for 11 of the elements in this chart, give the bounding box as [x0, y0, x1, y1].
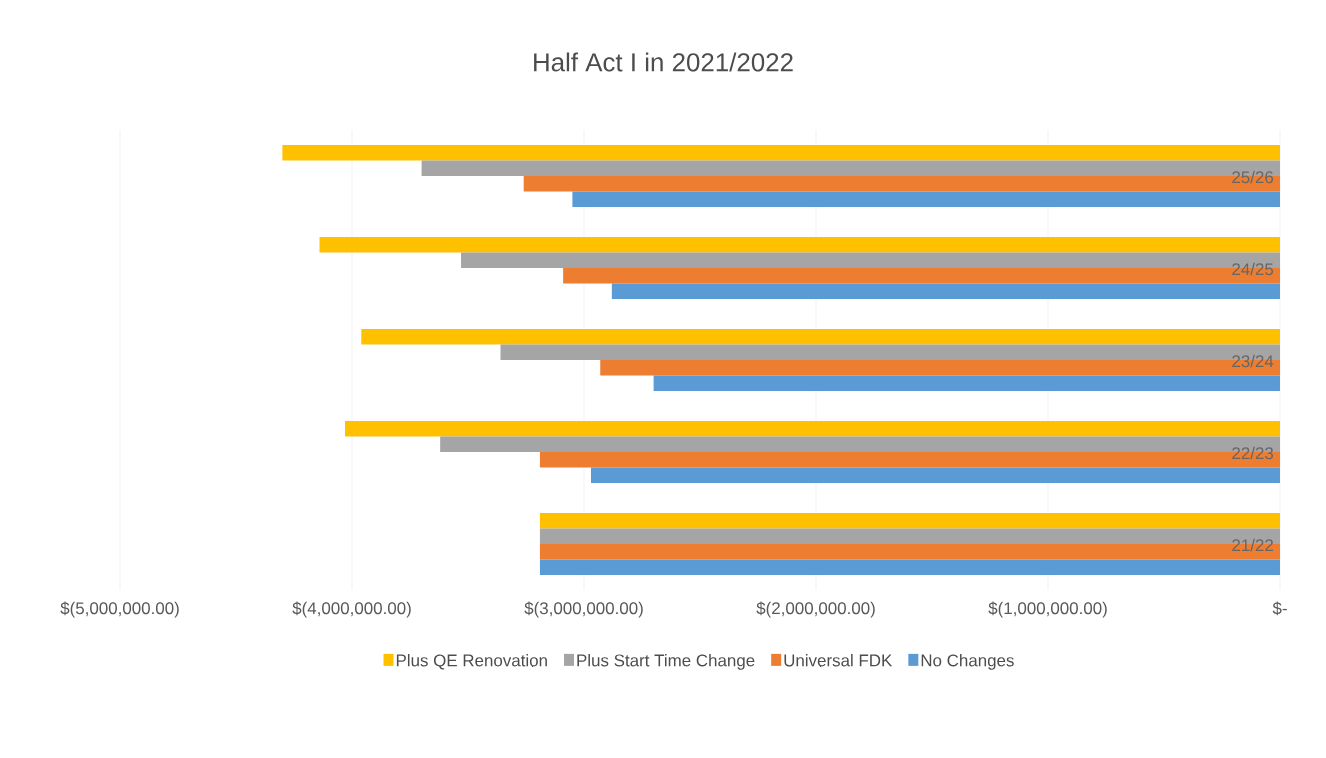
x-tick-label: $-: [1272, 601, 1287, 616]
legend-label: Plus Start Time Change: [577, 654, 755, 670]
chart-title: Half Act I in 2021/2022: [534, 52, 793, 72]
x-tick-label: $(1,000,000.00): [988, 601, 1107, 618]
x-tick-label: $(3,000,000.00): [524, 601, 643, 618]
x-tick-label: $(2,000,000.00): [756, 601, 875, 618]
legend-label: No Changes: [921, 654, 1014, 670]
legend-label: Universal FDK: [784, 654, 893, 667]
x-tick-label: $(5,000,000.00): [60, 601, 179, 618]
legend-label: Plus QE Renovation: [396, 654, 547, 670]
x-tick-label: $(4,000,000.00): [292, 601, 411, 618]
